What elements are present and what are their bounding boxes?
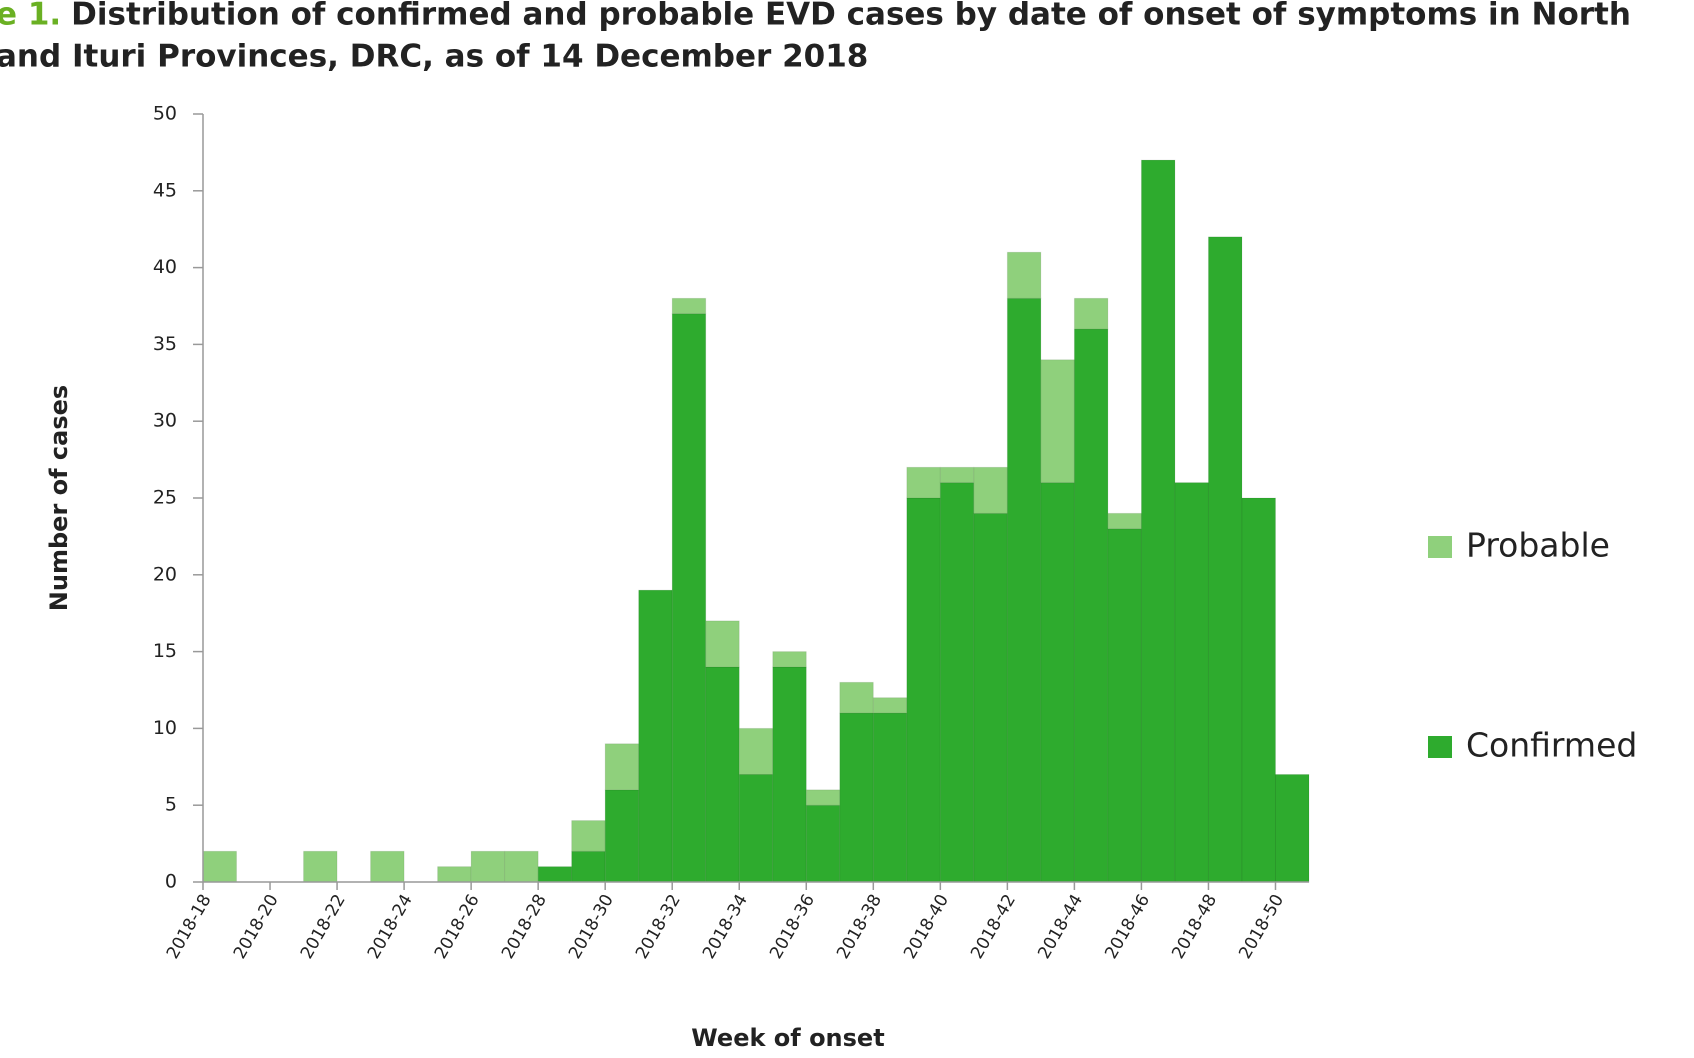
- bar: [939, 482, 975, 883]
- bar: [1274, 773, 1310, 883]
- bar: [537, 866, 573, 883]
- bar: [470, 850, 506, 883]
- bar: [571, 820, 606, 852]
- bar: [671, 297, 707, 315]
- bar: [872, 697, 908, 714]
- chart-title: and Ituri Provinces, DRC, as of 14 Decem…: [0, 39, 868, 75]
- y-tick-label: 30: [153, 410, 177, 432]
- bar: [604, 789, 640, 883]
- x-axis-label: Week of onset: [691, 1024, 884, 1052]
- x-tick-label: 2018-50: [1235, 891, 1288, 963]
- bar: [839, 712, 874, 883]
- bar: [839, 681, 874, 714]
- x-tick-label: 2018-36: [766, 891, 819, 963]
- bar: [906, 497, 941, 883]
- x-tick-label: 2018-40: [900, 891, 953, 963]
- bar: [1107, 528, 1142, 883]
- bar: [906, 466, 941, 499]
- x-tick-label: 2018-48: [1168, 891, 1221, 963]
- bar: [705, 620, 740, 668]
- y-tick-label: 45: [153, 179, 177, 201]
- bar: [1073, 328, 1109, 883]
- bar: [939, 466, 975, 484]
- bar: [1040, 359, 1075, 484]
- bar: [303, 850, 338, 883]
- title-prefix: e 1.: [0, 0, 61, 33]
- bar: [738, 773, 774, 883]
- bar: [805, 804, 841, 883]
- y-tick-label: 0: [165, 871, 177, 893]
- bar: [638, 589, 673, 883]
- bar: [973, 466, 1008, 514]
- legend-label: Confirmed: [1466, 726, 1637, 765]
- bar: [772, 651, 807, 668]
- y-tick-label: 5: [165, 794, 177, 816]
- x-tick-label: 2018-46: [1101, 891, 1154, 963]
- bar: [1073, 297, 1109, 330]
- x-tick-label: 2018-24: [364, 891, 417, 963]
- bar: [1006, 297, 1042, 883]
- bar: [738, 727, 774, 775]
- bar: [437, 866, 472, 883]
- bar: [1107, 512, 1142, 530]
- x-tick-label: 2018-30: [565, 891, 618, 963]
- bar: [370, 850, 405, 883]
- y-tick-label: 20: [153, 563, 177, 585]
- bar: [604, 743, 640, 791]
- bar: [202, 850, 238, 883]
- y-tick-label: 10: [153, 717, 177, 739]
- chart-title: Distribution of confirmed and probable E…: [71, 0, 1631, 33]
- bar: [1140, 159, 1176, 883]
- x-tick-label: 2018-20: [230, 891, 283, 963]
- bar: [1174, 482, 1209, 883]
- bar: [1040, 482, 1075, 883]
- x-tick-label: 2018-28: [498, 891, 551, 963]
- x-tick-label: 2018-22: [297, 891, 350, 963]
- y-tick-label: 25: [153, 487, 177, 509]
- bar: [1241, 497, 1276, 883]
- x-tick-label: 2018-26: [431, 891, 484, 963]
- bar: [705, 666, 740, 883]
- legend-swatch: [1428, 736, 1452, 758]
- bar: [671, 313, 707, 883]
- y-tick-label: 50: [153, 103, 177, 125]
- bar: [805, 789, 841, 806]
- x-tick-label: 2018-18: [163, 891, 216, 963]
- bar: [1006, 251, 1042, 299]
- bar: [1207, 236, 1243, 883]
- bar: [973, 512, 1008, 883]
- y-axis-label: Number of cases: [45, 385, 73, 611]
- y-tick-label: 40: [153, 256, 177, 278]
- y-tick-label: 15: [153, 640, 177, 662]
- bar: [504, 850, 539, 883]
- bar: [872, 712, 908, 883]
- bar: [571, 850, 606, 883]
- bar: [772, 666, 807, 883]
- x-tick-label: 2018-38: [833, 891, 886, 963]
- x-tick-label: 2018-44: [1034, 891, 1087, 963]
- x-tick-label: 2018-34: [699, 891, 752, 963]
- legend-label: Probable: [1466, 526, 1610, 565]
- legend-swatch: [1428, 536, 1452, 558]
- x-tick-label: 2018-42: [967, 891, 1020, 963]
- x-tick-label: 2018-32: [632, 891, 685, 963]
- y-tick-label: 35: [153, 333, 177, 355]
